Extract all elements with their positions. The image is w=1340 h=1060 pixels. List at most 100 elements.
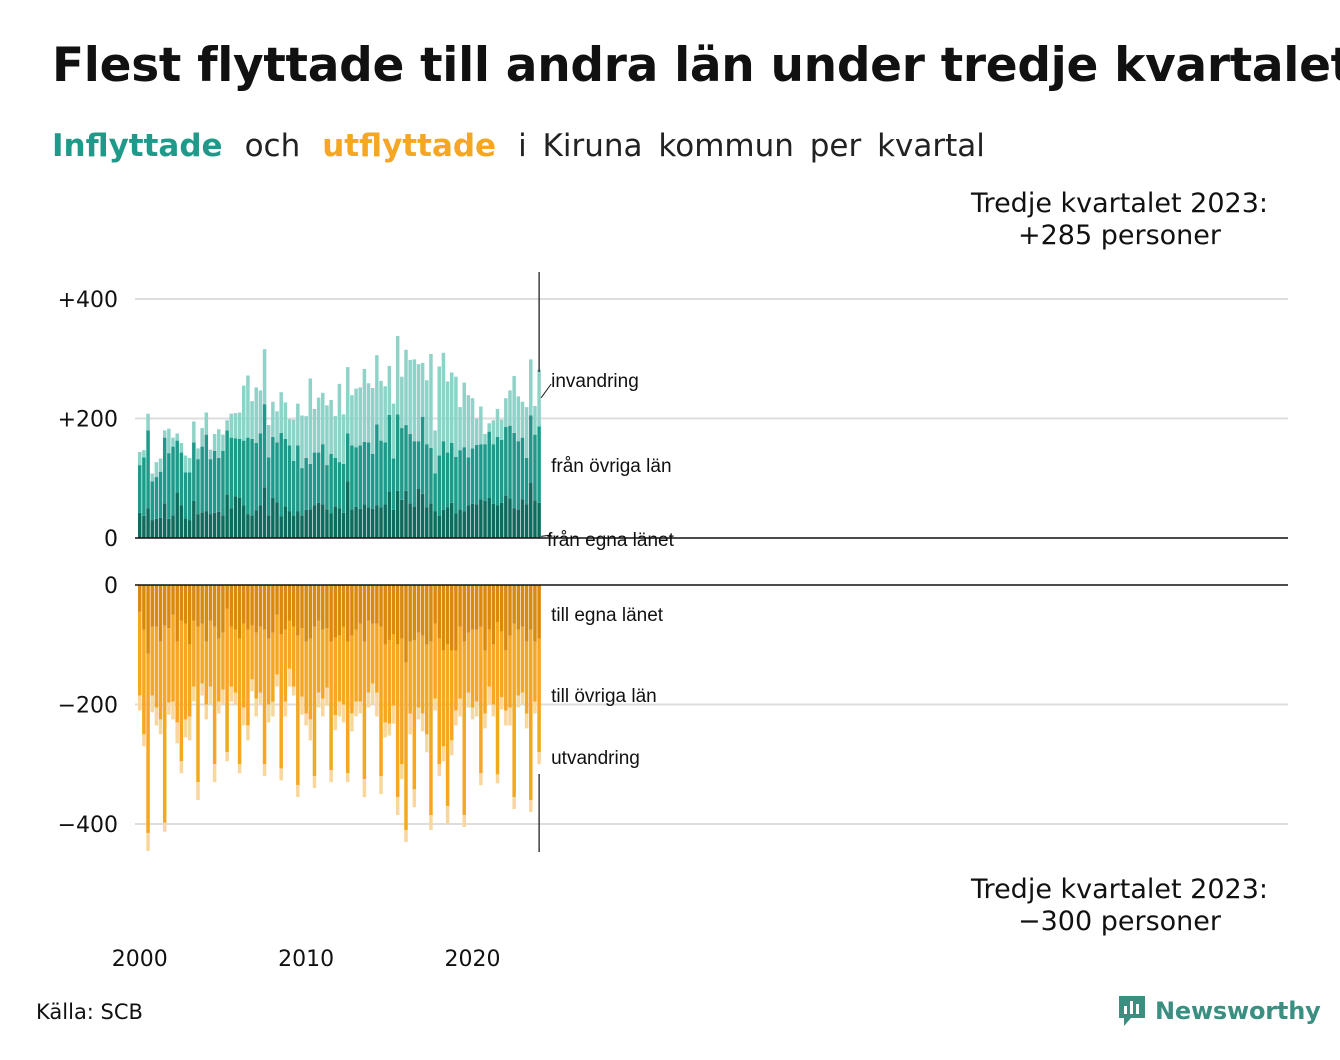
bar-in-immigration [271, 401, 275, 438]
bar-in-other [520, 437, 525, 500]
bar-in-other [275, 442, 279, 503]
bar-in-own [350, 509, 354, 538]
bar-in-other [366, 442, 371, 508]
bar-out-emigration [520, 692, 525, 705]
bar-in-immigration [370, 388, 375, 454]
bar-in-own [433, 511, 437, 538]
bar-out-emigration [437, 764, 442, 777]
bar-in-immigration [516, 396, 521, 442]
bar-in-immigration [183, 455, 188, 473]
bar-in-other [250, 438, 254, 516]
bar-out-other [383, 644, 387, 723]
bar-in-own [387, 491, 392, 538]
bar-out-own [404, 585, 408, 663]
bar-in-own [495, 505, 500, 538]
bar-out-own [246, 585, 250, 630]
bar-in-other [491, 444, 496, 504]
bar-in-immigration [337, 383, 342, 463]
bar-out-emigration [312, 776, 317, 789]
bar-out-emigration [379, 776, 383, 795]
bar-in-own [470, 503, 475, 538]
bar-in-own [291, 515, 296, 538]
bar-in-immigration [138, 451, 142, 466]
bar-in-immigration [142, 450, 146, 458]
bar-out-other [487, 629, 491, 687]
bar-in-own [229, 508, 234, 539]
bar-out-own [258, 585, 263, 627]
bar-out-other [483, 650, 487, 714]
bar-out-own [420, 585, 425, 636]
bar-in-other [162, 437, 167, 504]
bar-in-other [354, 447, 358, 507]
bar-in-own [474, 504, 479, 538]
bar-out-emigration [416, 707, 421, 720]
bar-out-other [504, 650, 508, 711]
bar-out-other [154, 626, 159, 708]
bar-in-immigration [175, 433, 179, 441]
bar-out-emigration [504, 710, 508, 726]
bar-out-emigration [462, 815, 466, 827]
bar-in-immigration [287, 419, 292, 446]
bar-out-other [529, 629, 533, 801]
bar-out-other [325, 628, 329, 688]
bar-in-immigration [279, 392, 283, 433]
bar-in-own [416, 489, 421, 538]
bar-out-own [204, 585, 209, 642]
bar-in-other [333, 457, 338, 507]
x-tick-2010: 2010 [278, 947, 334, 972]
bar-in-immigration [212, 434, 217, 451]
bar-in-immigration [499, 419, 504, 441]
bar-out-other [146, 653, 150, 833]
bar-in-immigration [537, 369, 541, 427]
bar-out-own [504, 585, 508, 651]
bar-out-other [408, 641, 412, 714]
bar-out-own [325, 585, 329, 629]
bar-out-emigration [258, 692, 263, 705]
bar-out-own [266, 585, 271, 639]
bar-out-other [162, 625, 167, 823]
bar-in-immigration [491, 420, 496, 445]
bar-out-emigration [329, 770, 333, 783]
bar-out-other [279, 634, 283, 769]
bar-in-immigration [404, 349, 408, 426]
bar-out-emigration [142, 734, 146, 747]
bar-in-immigration [258, 390, 263, 434]
bar-out-emigration [408, 713, 412, 735]
bar-in-immigration [470, 398, 475, 449]
bar-in-other [487, 431, 491, 498]
bar-in-immigration [358, 387, 362, 446]
bar-in-other [454, 456, 458, 514]
bar-in-immigration [296, 403, 300, 446]
bar-in-own [516, 509, 521, 538]
bar-in-other [254, 443, 258, 511]
bar-out-emigration [487, 686, 491, 705]
bar-out-other [499, 631, 504, 698]
bar-out-other [312, 626, 317, 777]
bar-in-other [200, 446, 204, 513]
bar-out-own [350, 585, 354, 636]
bar-in-other [154, 477, 159, 519]
bar-out-emigration [516, 695, 521, 708]
bar-in-other [441, 441, 446, 510]
bar-out-emigration [316, 692, 321, 708]
bar-in-immigration [341, 414, 346, 464]
bar-out-other [296, 635, 300, 786]
bar-in-immigration [520, 401, 525, 438]
bar-in-other [337, 462, 342, 509]
bar-out-other [379, 626, 383, 777]
bar-out-other [204, 641, 209, 705]
bar-in-other [429, 447, 433, 504]
bar-in-own [412, 506, 417, 538]
bar-in-immigration [192, 421, 196, 443]
bar-out-own [316, 585, 321, 621]
bar-out-other [433, 623, 437, 699]
bar-in-own [171, 515, 175, 538]
bar-in-own [254, 510, 258, 538]
bar-in-other [437, 455, 442, 516]
annotation-top-line2: +285 personer [1018, 220, 1222, 251]
bar-out-emigration [483, 713, 487, 729]
bar-in-own [491, 503, 496, 538]
bar-out-emigration [242, 707, 246, 726]
bar-out-emigration [454, 710, 458, 726]
annotation-top-line1: Tredje kvartalet 2023: [971, 188, 1268, 219]
